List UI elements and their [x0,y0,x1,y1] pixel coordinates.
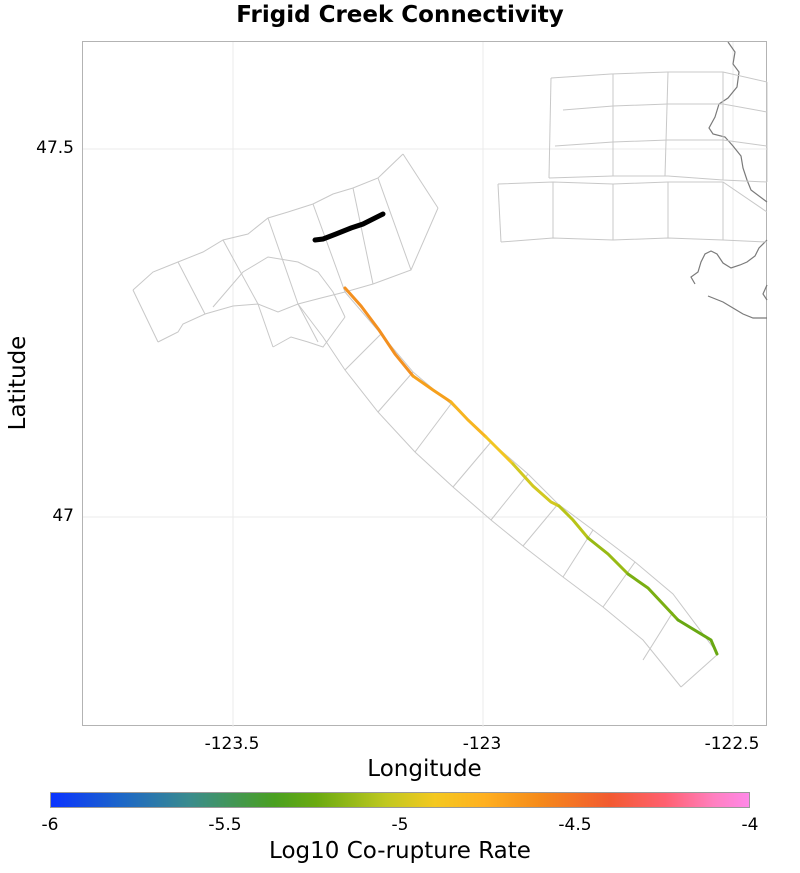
map-panel [82,41,768,727]
source-fault [312,211,386,243]
y-axis-label: Latitude [5,335,31,431]
colorbar-tick-neg-4-5: -4.5 [558,815,592,835]
colorbar-tick-neg-6: -6 [41,815,59,835]
y-tick-47-5: 47.5 [36,138,74,158]
colorbar-label: Log10 Co-rupture Rate [269,838,531,864]
gridlines [83,42,768,727]
corupture-trace [343,286,719,656]
colorbar-tick-neg-4: -4 [741,815,759,835]
colorbar-tick-neg-5: -5 [391,815,409,835]
x-tick-neg-123: -123 [462,734,502,754]
x-tick-neg-122-5: -122.5 [704,734,760,754]
fault-sections [132,71,768,688]
chart-title: Frigid Creek Connectivity [236,2,564,28]
coastline [690,42,768,319]
map-canvas [83,42,768,727]
colorbar-tick-neg-5-5: -5.5 [208,815,242,835]
y-tick-47: 47 [52,506,74,526]
x-axis-label: Longitude [367,756,482,782]
colorbar [50,792,750,808]
x-tick-neg-123-5: -123.5 [204,734,260,754]
